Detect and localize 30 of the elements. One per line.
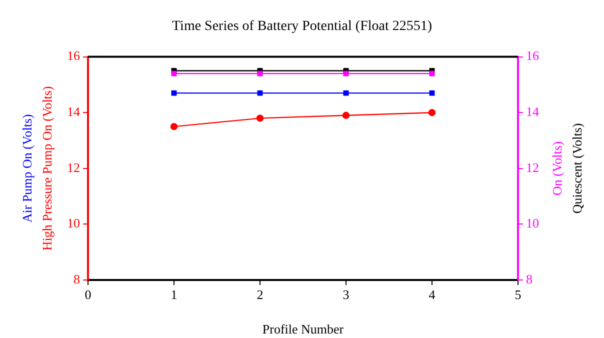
point <box>171 90 177 96</box>
x-tick-label: 1 <box>170 287 178 302</box>
y2-tick-label: 16 <box>526 48 540 64</box>
y-tick-label: 14 <box>67 104 80 120</box>
point <box>342 112 350 119</box>
x-tick-label: 3 <box>342 287 350 302</box>
y-tick-label: 8 <box>74 271 80 286</box>
x-tick-label: 4 <box>428 287 436 302</box>
y-tick-label: 12 <box>67 160 80 175</box>
text: High Pressure Pump On (Volts) <box>39 86 54 251</box>
point <box>429 90 435 96</box>
x-tick-label: 2 <box>256 287 264 302</box>
y2-tick-label: 12 <box>526 160 539 175</box>
x-tick-label: 0 <box>84 287 92 302</box>
y2-tick-label: 10 <box>526 216 539 231</box>
point <box>257 90 263 96</box>
chart-title: Time Series of Battery Potential (Float 22551) <box>172 19 432 34</box>
point <box>343 90 349 96</box>
text: Air Pump On (Volts) <box>19 114 34 223</box>
point <box>170 122 178 130</box>
legend-label: On (Volts) <box>549 141 564 196</box>
x-tick-label: 5 <box>514 287 522 302</box>
point <box>256 114 264 122</box>
y-tick-label: 10 <box>67 216 80 231</box>
y2-tick-label: 14 <box>526 104 540 120</box>
x-axis-title: Profile Number <box>262 322 344 337</box>
text: Quiescent (Volts) <box>569 123 584 214</box>
y2-tick-label: 8 <box>526 271 532 286</box>
point <box>428 109 436 116</box>
y-tick-label: 16 <box>67 48 80 64</box>
